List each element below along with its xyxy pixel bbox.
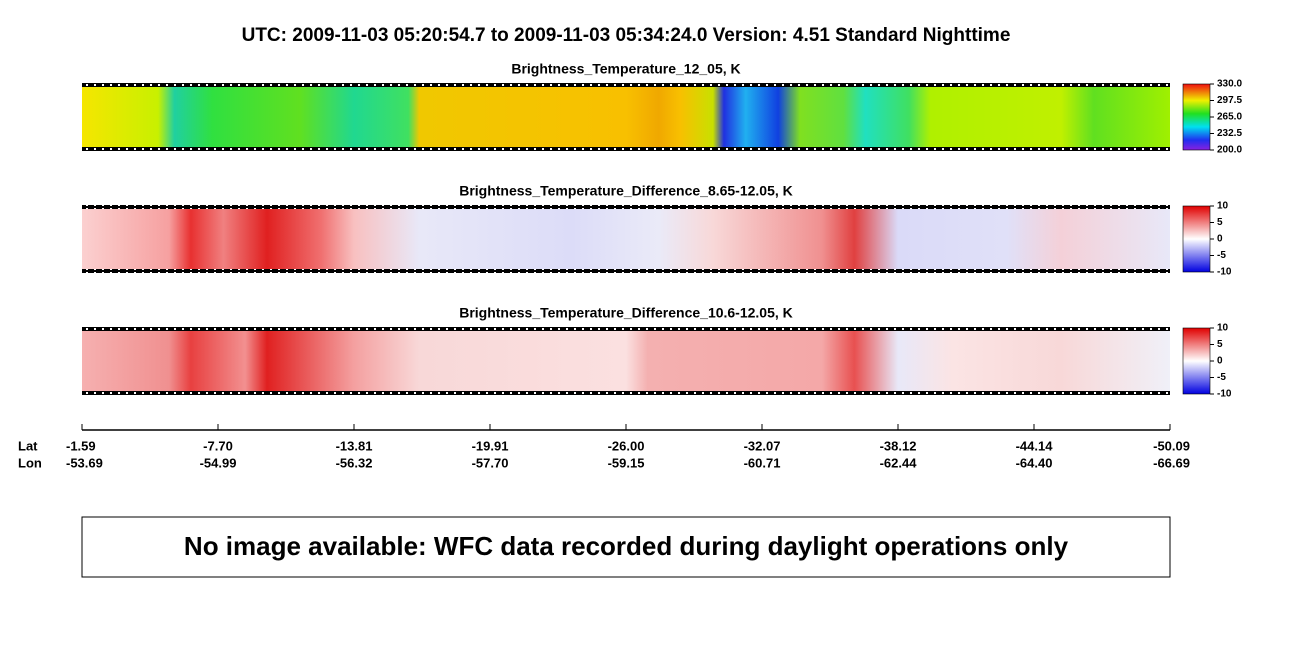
colorbar-tick-label: -10 xyxy=(1217,389,1232,400)
notice: No image available: WFC data recorded du… xyxy=(184,531,1069,561)
heatmap-strip xyxy=(82,328,1170,394)
lon-tick-label: -60.71 xyxy=(744,455,781,470)
colorbar-tick-label: -10 xyxy=(1217,267,1232,278)
lon-tick-label: -62.44 xyxy=(880,455,918,470)
colorbar-tick-label: 297.5 xyxy=(1217,95,1242,106)
lon-tick-label: -59.15 xyxy=(608,455,645,470)
strip-border xyxy=(82,269,1170,273)
lat-tick-label: -32.07 xyxy=(744,438,781,453)
notice-box xyxy=(81,516,1171,578)
colorbar xyxy=(1182,327,1211,395)
colorbar-tick-label: 10 xyxy=(1217,201,1229,212)
strip-border xyxy=(82,391,1170,395)
panel-title: Brightness_Temperature_Difference_8.65-1… xyxy=(459,183,793,199)
colorbar-tick-label: -5 xyxy=(1217,250,1226,261)
heatmap-strip xyxy=(82,206,1170,272)
colorbar-tick-label: 5 xyxy=(1217,339,1223,350)
colorbar xyxy=(1182,205,1211,273)
colorbar-tick-label: 232.5 xyxy=(1217,128,1242,139)
lat-tick-label: -38.12 xyxy=(880,438,917,453)
lon-tick-label: -66.69 xyxy=(1153,455,1190,470)
colorbar-tick-label: 10 xyxy=(1217,323,1229,334)
strip-border xyxy=(82,327,1170,331)
strip-border xyxy=(82,205,1170,209)
colorbar-tick-label: 0 xyxy=(1217,234,1223,245)
colorbar-tick-label: -5 xyxy=(1217,372,1226,383)
panel-title: Brightness_Temperature_12_05, K xyxy=(511,61,740,77)
lat-tick-label: -13.81 xyxy=(336,438,373,453)
main-title: UTC: 2009-11-03 05:20:54.7 to 2009-11-03… xyxy=(242,25,1011,46)
colorbar-tick-label: 330.0 xyxy=(1217,79,1242,90)
lat-label: Lat xyxy=(18,438,38,453)
lat-tick-label: -50.09 xyxy=(1153,438,1190,453)
lat-tick-label: -19.91 xyxy=(472,438,509,453)
lon-tick-label: -53.69 xyxy=(66,455,103,470)
strip-border xyxy=(82,147,1170,151)
lat-tick-label: -1.59 xyxy=(66,438,96,453)
lat-tick-label: -44.14 xyxy=(1016,438,1054,453)
panel-title: Brightness_Temperature_Difference_10.6-1… xyxy=(459,305,793,321)
colorbar xyxy=(1182,83,1211,151)
colorbar-tick-label: 200.0 xyxy=(1217,145,1242,156)
strip-border xyxy=(82,83,1170,87)
colorbar-tick-label: 265.0 xyxy=(1217,112,1242,123)
lat-tick-label: -26.00 xyxy=(608,438,645,453)
lat-tick-label: -7.70 xyxy=(203,438,233,453)
lon-tick-label: -56.32 xyxy=(336,455,373,470)
colorbar-tick-label: 5 xyxy=(1217,217,1223,228)
heatmap-strip xyxy=(82,84,1170,150)
lon-tick-label: -57.70 xyxy=(472,455,509,470)
lon-label: Lon xyxy=(18,455,42,470)
colorbar-tick-label: 0 xyxy=(1217,356,1223,367)
lon-tick-label: -64.40 xyxy=(1016,455,1053,470)
lon-tick-label: -54.99 xyxy=(200,455,237,470)
